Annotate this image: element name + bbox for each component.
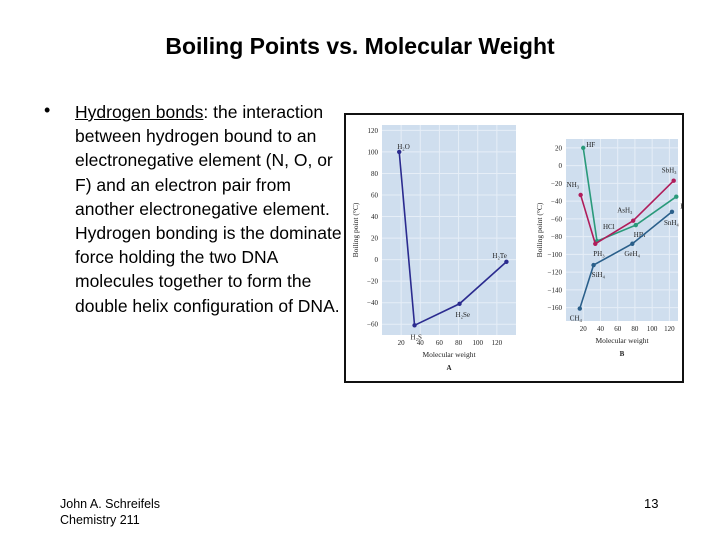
y-tick-label: 0 [375,256,379,264]
data-point [669,209,675,214]
data-point [630,241,635,246]
series-line [579,211,673,309]
point-label: HCl [603,223,615,231]
y-tick-label: −20 [551,180,562,188]
data-point [633,222,638,228]
point-label: HI [680,203,682,211]
y-tick-label: −60 [367,321,378,329]
data-point [397,149,402,155]
x-tick-label: 80 [631,325,639,333]
y-tick-label: 100 [368,148,379,156]
figure-canvas: 120 100 80 60 40 20 0 −20 −40 −60 20 40 60 80 100 120 Mo… [351,125,682,372]
y-tick-label: −60 [551,215,562,223]
series-line [579,180,675,245]
y-axis-label: Boiling point (°C) [535,202,544,257]
x-tick-label: 60 [614,325,622,333]
bullet-body: : the interaction between hydrogen bound… [75,102,342,316]
x-tick-label: 20 [580,325,588,333]
y-tick-label: −100 [548,251,563,259]
x-tick-label: 100 [472,339,483,347]
point-label: H₂S [411,333,422,341]
panel-label: B [620,350,625,358]
y-tick-label: −120 [548,269,563,277]
x-tick-label: 100 [647,325,658,333]
point-label: CH₄ [570,315,583,323]
x-axis-label: Molecular weight [595,336,649,345]
footer-course: Chemistry 211 [60,513,140,527]
point-label: HBr [634,231,647,239]
y-tick-label: −40 [551,198,562,206]
panel-label: A [446,364,451,372]
point-label: H₂Se [456,311,471,319]
bullet-text: Hydrogen bonds: the interaction between … [75,100,347,318]
y-tick-label: −160 [548,304,563,312]
data-point [674,194,679,199]
y-tick-label: −80 [551,233,562,241]
y-tick-label: 20 [555,144,563,152]
page-number: 13 [644,496,659,511]
series-line [398,151,507,327]
y-tick-label: −20 [367,278,378,286]
x-tick-label: 20 [398,339,406,347]
point-label: H₂Te [492,252,506,260]
data-point [578,192,583,198]
point-label: NH₃ [567,181,580,189]
point-label: H₂O [397,143,410,151]
data-point [412,323,417,328]
y-tick-label: 0 [559,162,563,170]
x-tick-label: 40 [417,339,425,347]
x-tick-label: 120 [664,325,675,333]
x-tick-label: 60 [436,339,444,347]
y-tick-label: −40 [367,299,378,307]
footer-author-block: John A. Schreifels Chemistry 211 [60,496,160,528]
point-label: AsH₃ [617,207,633,215]
data-point [504,259,509,264]
point-label: SnH₄ [664,219,679,227]
point-label: SbH₃ [662,167,677,175]
point-label: PH₃ [593,250,605,258]
y-tick-label: 40 [371,213,379,221]
point-label: GeH₄ [624,250,640,258]
y-tick-label: 80 [371,170,379,178]
x-axis-label: Molecular weight [422,350,476,359]
y-tick-label: 20 [371,235,379,243]
bullet-term: Hydrogen bonds [75,102,204,122]
series-line [582,147,677,243]
data-point [631,218,636,223]
y-tick-label: 120 [368,127,379,135]
x-tick-label: 120 [492,339,503,347]
plot-area-A [382,125,516,335]
y-tick-label: 60 [371,192,379,200]
data-point [581,145,586,151]
data-point [593,241,598,246]
slide-title: Boiling Points vs. Molecular Weight [165,33,555,59]
data-point [577,306,582,311]
y-axis-label: Boiling point (°C) [351,202,360,257]
data-point [671,178,676,183]
point-label: SiH₄ [592,271,606,279]
data-point [457,301,462,306]
y-tick-label: −140 [548,286,563,294]
point-label: HF [586,141,595,149]
boiling-point-figure: 120 100 80 60 40 20 0 −20 −40 −60 20 40 60 80 100 120 Mo… [344,113,684,383]
x-tick-label: 80 [455,339,463,347]
footer-author: John A. Schreifels [60,497,161,511]
data-point [591,262,596,268]
x-tick-label: 40 [597,325,605,333]
bullet-marker: • [44,100,51,120]
